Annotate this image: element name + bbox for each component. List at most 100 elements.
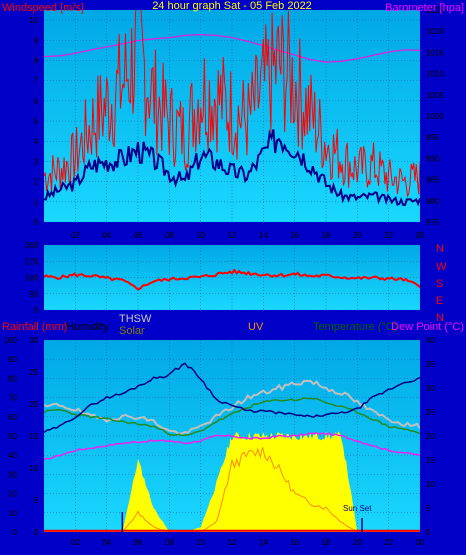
humidity-tick: 60 <box>8 413 17 422</box>
direction-tick: 90 <box>29 290 38 299</box>
top-ticks: 0123456789109759809859909951000100510101… <box>29 6 444 240</box>
sunset-annotation: Sun Set <box>343 504 372 513</box>
top-x-tick: 22 <box>384 231 393 240</box>
windspeed-tick: 2 <box>34 178 39 187</box>
barometer-tick: 985 <box>426 176 440 185</box>
bottom-x-tick: 22 <box>384 538 393 547</box>
temperature-tick: 35 <box>426 360 435 369</box>
rain-tick: 25 <box>29 368 38 377</box>
barometer-tick: 1015 <box>426 48 444 57</box>
humidity-tick: 80 <box>8 374 17 383</box>
bottom-x-tick: 00 <box>416 538 425 547</box>
temperature-tick: 10 <box>426 480 435 489</box>
temperature-tick: 25 <box>426 408 435 417</box>
rain-tick: 30 <box>29 336 38 345</box>
top-x-tick: 12 <box>228 231 237 240</box>
humidity-tick: 30 <box>8 470 17 479</box>
bottom-ticks: 0102030405060708090100051015202530051015… <box>4 336 436 547</box>
humidity-tick: 50 <box>8 432 17 441</box>
windspeed-tick: 9 <box>34 36 39 45</box>
windspeed-tick: 7 <box>34 77 39 86</box>
windspeed-axis-label: Windspeed [m/s] <box>2 2 84 14</box>
rainfall-axis-label: Rainfall (mm) <box>2 321 67 333</box>
barometer-tick: 1000 <box>426 112 444 121</box>
compass-e: E <box>436 295 443 307</box>
direction-tick: 360 <box>25 241 39 250</box>
barometer-tick: 1005 <box>426 91 444 100</box>
windspeed-tick: 1 <box>34 198 39 207</box>
temperature-tick: 40 <box>426 336 435 345</box>
barometer-tick: 1020 <box>426 27 444 36</box>
thsw-label: THSW <box>119 313 152 325</box>
temperature-axis-label: Temperature (°C) <box>313 321 397 333</box>
rain-tick: 15 <box>29 432 38 441</box>
top-x-tick: 08 <box>165 231 174 240</box>
barometer-tick: 1025 <box>426 6 444 15</box>
series-dewpoint <box>44 432 420 461</box>
series-temperature <box>44 397 420 437</box>
direction-grid <box>44 244 421 311</box>
solar-label: Solar <box>119 325 145 337</box>
top-x-tick: 16 <box>290 231 299 240</box>
top-x-tick: 20 <box>353 231 362 240</box>
windspeed-tick: 4 <box>34 137 39 146</box>
rain-tick: 20 <box>29 400 38 409</box>
top-x-tick: 00 <box>416 231 425 240</box>
direction-tick: 270 <box>25 257 39 266</box>
humidity-tick: 0 <box>13 528 18 537</box>
humidity-tick: 20 <box>8 490 17 499</box>
bottom-x-tick: 18 <box>322 538 331 547</box>
direction-ticks: 0 90 180 270 360 <box>25 241 39 315</box>
direction-tick: 0 <box>34 306 39 315</box>
windspeed-tick: 10 <box>29 16 38 25</box>
temperature-tick: 15 <box>426 456 435 465</box>
bottom-x-tick: 20 <box>353 538 362 547</box>
top-x-tick: 06 <box>134 231 143 240</box>
rain-tick: 5 <box>34 496 39 505</box>
top-x-tick: 10 <box>196 231 205 240</box>
top-x-tick: 04 <box>102 231 111 240</box>
bottom-x-tick: 04 <box>102 538 111 547</box>
rain-tick: 10 <box>29 464 38 473</box>
bottom-x-tick: 10 <box>196 538 205 547</box>
bottom-x-tick: 12 <box>228 538 237 547</box>
barometer-tick: 975 <box>426 218 440 227</box>
humidity-tick: 40 <box>8 451 17 460</box>
temperature-tick: 5 <box>426 504 431 513</box>
windspeed-tick: 3 <box>34 157 39 166</box>
series-gust <box>44 10 420 198</box>
barometer-tick: 980 <box>426 197 440 206</box>
temperature-tick: 30 <box>426 384 435 393</box>
series-wind-direction <box>44 268 420 291</box>
windspeed-tick: 0 <box>34 218 39 227</box>
series-barometer <box>44 33 420 63</box>
rain-tick: 0 <box>34 528 39 537</box>
barometer-tick: 995 <box>426 133 440 142</box>
bottom-series <box>44 362 420 532</box>
bottom-x-tick: 16 <box>290 538 299 547</box>
barometer-tick: 1010 <box>426 70 444 79</box>
uv-label: UV <box>248 321 264 333</box>
bottom-x-tick: 06 <box>134 538 143 547</box>
compass-n: N <box>436 312 444 324</box>
temperature-tick: 20 <box>426 432 435 441</box>
top-x-tick: 18 <box>322 231 331 240</box>
windspeed-tick: 5 <box>34 117 39 126</box>
bottom-x-tick: 14 <box>259 538 268 547</box>
humidity-tick: 90 <box>8 355 17 364</box>
compass-w: W <box>436 261 447 273</box>
humidity-tick: 100 <box>4 336 18 345</box>
barometer-axis-label: Barometer [hpa] <box>385 2 464 14</box>
compass-s: S <box>436 278 443 290</box>
direction-tick: 180 <box>25 274 39 283</box>
barometer-tick: 990 <box>426 154 440 163</box>
windspeed-tick: 8 <box>34 56 39 65</box>
temperature-tick: 0 <box>426 528 431 537</box>
windspeed-tick: 6 <box>34 97 39 106</box>
humidity-axis-label: Humidity <box>66 321 109 333</box>
direction-series <box>44 268 420 291</box>
top-series <box>44 10 420 207</box>
chart-title: 24 hour graph Sat - 05 Feb 2022 <box>152 0 312 12</box>
